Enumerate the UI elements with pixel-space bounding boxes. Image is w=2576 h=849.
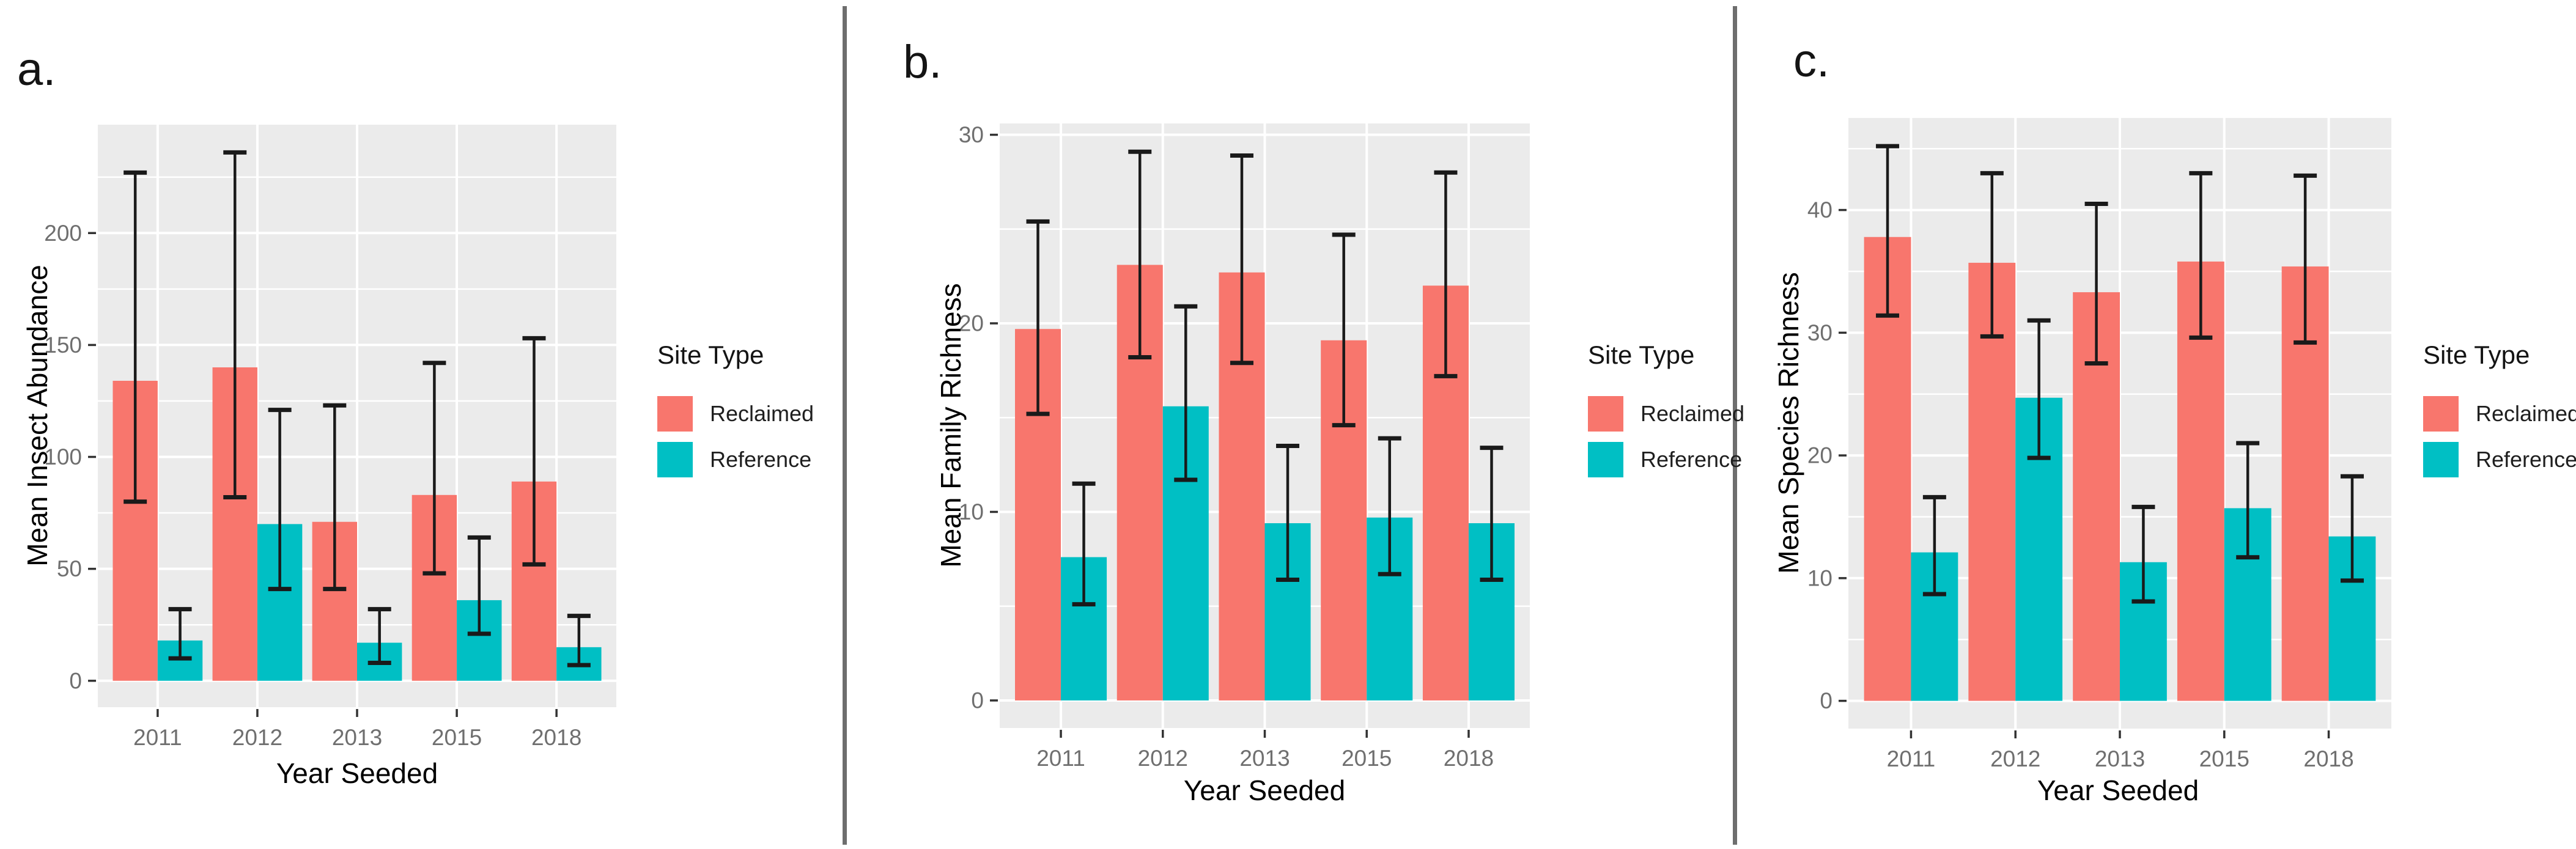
legend-item-reference: Reference xyxy=(657,442,877,477)
panel-c-x-axis-title: Year Seeded xyxy=(2037,774,2199,806)
x-tick-label-2011: 2011 xyxy=(133,725,182,750)
legend-item-reclaimed: Reclaimed xyxy=(657,396,877,432)
x-tick-label-2012: 2012 xyxy=(1990,746,2040,771)
x-tick-label-2018: 2018 xyxy=(1444,746,1494,771)
chart-panel-b: 0 10 20 30 2011 2012 2013 2015 2018 xyxy=(959,122,1530,771)
legend-label-reclaimed: Reclaimed xyxy=(2476,401,2576,426)
chart-panel-a: 0 50 100 150 200 2011 2012 2013 2015 2018 xyxy=(44,125,616,750)
x-tick-label-2011: 2011 xyxy=(1036,746,1085,771)
legend-label-reference: Reference xyxy=(1640,447,1743,472)
chart-panel-c: 0 10 20 30 40 2011 2012 2013 2015 2018 xyxy=(1807,118,2391,771)
x-tick-label-2012: 2012 xyxy=(1138,746,1188,771)
x-tick-label-2018: 2018 xyxy=(2303,746,2353,771)
y-tick-label-20: 20 xyxy=(1807,443,1832,468)
legend-item-reference: Reference xyxy=(1588,442,1808,477)
panel-b-legend: Site Type Reclaimed Reference xyxy=(1588,342,1808,477)
x-tick-label-2013: 2013 xyxy=(2095,746,2145,771)
y-tick-label-0: 0 xyxy=(971,688,984,713)
legend-item-reclaimed: Reclaimed xyxy=(2423,396,2576,432)
x-tick-label-2012: 2012 xyxy=(232,725,282,750)
panel-divider-ab xyxy=(843,6,847,845)
panel-a-y-axis-title: Mean Insect Abundance xyxy=(21,265,53,567)
legend-item-reclaimed: Reclaimed xyxy=(1588,396,1808,432)
legend-label-reference: Reference xyxy=(2476,447,2576,472)
y-tick-label-30: 30 xyxy=(959,122,984,147)
reclaimed-swatch xyxy=(657,396,693,432)
y-tick-label-10: 10 xyxy=(1807,565,1832,590)
y-tick-label-10: 10 xyxy=(959,499,984,524)
legend-title: Site Type xyxy=(657,340,764,369)
panel-c-y-axis-title: Mean Species Richness xyxy=(1773,272,1804,574)
panel-c-legend: Site Type Reclaimed Reference xyxy=(2423,342,2576,477)
x-tick-label-2013: 2013 xyxy=(332,725,382,750)
y-tick-label-40: 40 xyxy=(1807,197,1832,222)
legend-title: Site Type xyxy=(1588,340,1695,369)
y-tick-label-200: 200 xyxy=(44,221,82,246)
reference-swatch xyxy=(1588,442,1623,477)
legend-title: Site Type xyxy=(2423,340,2530,369)
y-tick-label-30: 30 xyxy=(1807,320,1832,345)
y-tick-label-0: 0 xyxy=(1820,688,1832,713)
y-tick-label-150: 150 xyxy=(44,333,82,358)
x-tick-label-2013: 2013 xyxy=(1239,746,1290,771)
legend-item-reference: Reference xyxy=(2423,442,2576,477)
panel-a-x-axis-title: Year Seeded xyxy=(276,757,438,789)
x-tick-label-2018: 2018 xyxy=(531,725,581,750)
panel-a-legend: Site Type Reclaimed Reference xyxy=(657,342,877,477)
panel-b-y-axis-title: Mean Family Richness xyxy=(935,283,967,568)
y-tick-label-0: 0 xyxy=(69,668,82,693)
x-tick-label-2011: 2011 xyxy=(1887,746,1936,771)
reclaimed-swatch xyxy=(2423,396,2459,432)
reference-swatch xyxy=(2423,442,2459,477)
panel-divider-bc xyxy=(1733,6,1737,845)
panel-b-letter: b. xyxy=(903,36,942,88)
legend-label-reclaimed: Reclaimed xyxy=(1640,401,1745,426)
reclaimed-swatch xyxy=(1588,396,1623,432)
panel-c-letter: c. xyxy=(1793,35,1830,87)
panel-b-x-axis-title: Year Seeded xyxy=(1183,774,1346,806)
y-tick-label-100: 100 xyxy=(44,444,82,469)
reference-swatch xyxy=(657,442,693,477)
x-tick-label-2015: 2015 xyxy=(1342,746,1392,771)
legend-label-reclaimed: Reclaimed xyxy=(710,401,814,426)
panel-a-letter: a. xyxy=(17,43,56,95)
x-tick-label-2015: 2015 xyxy=(432,725,482,750)
y-tick-label-20: 20 xyxy=(959,311,984,336)
y-tick-label-50: 50 xyxy=(57,556,82,581)
x-tick-label-2015: 2015 xyxy=(2199,746,2249,771)
legend-label-reference: Reference xyxy=(710,447,812,472)
